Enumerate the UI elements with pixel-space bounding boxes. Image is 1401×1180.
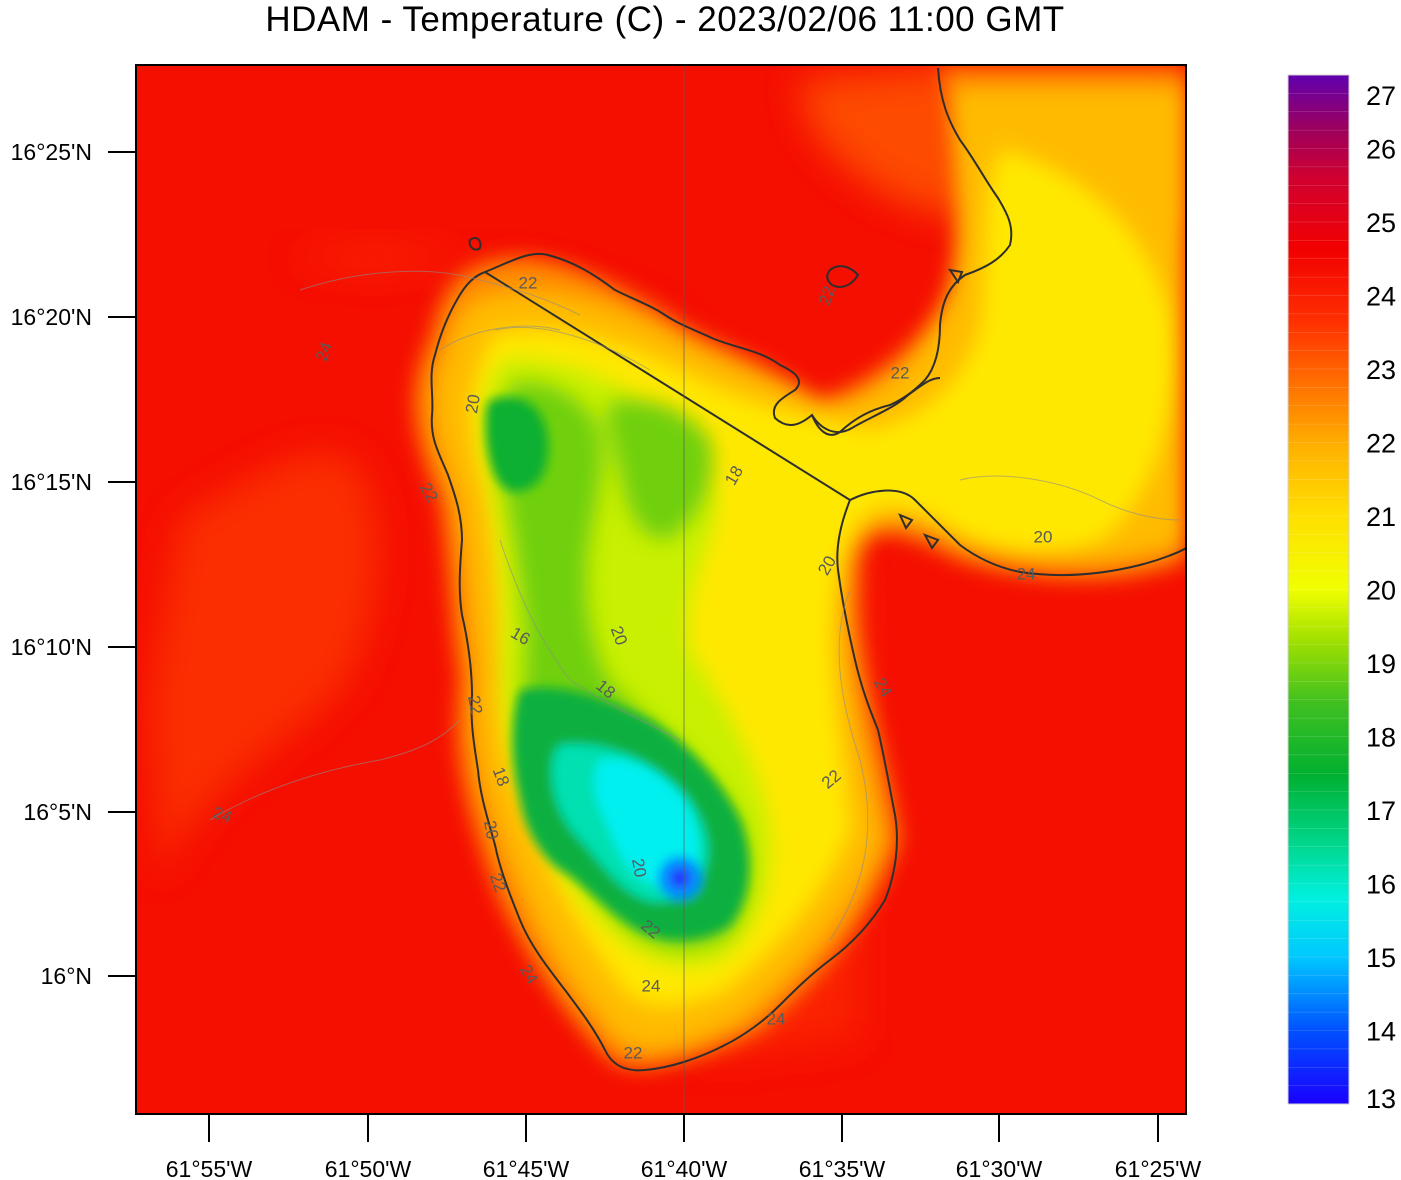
- colorbar-label: 16: [1366, 870, 1396, 900]
- contour-label: 20: [628, 857, 650, 879]
- colorbar-label: 13: [1366, 1084, 1396, 1114]
- lon-tick-label: 61°25'W: [1115, 1156, 1202, 1180]
- lon-tick-label: 61°40'W: [641, 1156, 728, 1180]
- contour-label: 22: [624, 1043, 643, 1062]
- lat-tick-label: 16°10'N: [11, 634, 92, 660]
- colorbar-label: 15: [1366, 943, 1396, 973]
- latitude-axis: 16°25'N 16°20'N 16°15'N 16°10'N 16°5'N 16°N: [11, 139, 136, 989]
- contour-label: 22: [519, 273, 538, 292]
- colorbar-label: 25: [1366, 208, 1396, 238]
- lon-tick-label: 61°50'W: [325, 1156, 412, 1180]
- colorbar-border: [1287, 74, 1350, 1105]
- lat-tick-label: 16°15'N: [11, 469, 92, 495]
- colorbar-labels: 27 26 25 24 23 22 21 20 19 18 17 16 15 14 13: [1366, 81, 1396, 1114]
- contour-label: 24: [767, 1009, 786, 1028]
- contour-label: 20: [480, 819, 502, 841]
- contour-label: 22: [891, 363, 910, 382]
- contour-label: 24: [642, 976, 661, 995]
- colorbar-bands: [1288, 93, 1349, 1086]
- temperature-field: [136, 65, 1186, 1114]
- contour-label: 24: [1017, 564, 1036, 583]
- map-title: HDAM - Temperature (C) - 2023/02/06 11:0…: [265, 0, 1065, 39]
- colorbar-label: 14: [1366, 1017, 1396, 1047]
- colorbar-label: 20: [1366, 576, 1396, 606]
- lat-tick-label: 16°20'N: [11, 304, 92, 330]
- colorbar-label: 22: [1366, 429, 1396, 459]
- colorbar-label: 17: [1366, 796, 1396, 826]
- colorbar-label: 21: [1366, 502, 1396, 532]
- lat-tick-label: 16°5'N: [23, 799, 92, 825]
- colorbar-ramp: [1288, 75, 1349, 1104]
- colorbar-label: 18: [1366, 723, 1396, 753]
- lat-tick-label: 16°N: [41, 963, 92, 989]
- lon-tick-label: 61°45'W: [483, 1156, 570, 1180]
- lon-tick-label: 61°35'W: [799, 1156, 886, 1180]
- contour-lines: [209, 270, 1181, 941]
- colorbar-label: 24: [1366, 282, 1396, 312]
- map-frame: [135, 64, 1187, 1115]
- colorbar-label: 19: [1366, 649, 1396, 679]
- colorbar: 27 26 25 24 23 22 21 20 19 18 17 16 15 14 13: [1287, 74, 1396, 1114]
- longitude-axis: 61°55'W 61°50'W 61°45'W 61°40'W 61°35'W 61°30…: [166, 1114, 1202, 1180]
- colorbar-label: 23: [1366, 355, 1396, 385]
- contour-label: 20: [1034, 527, 1053, 546]
- coastline: [430, 67, 1186, 1072]
- lat-tick-label: 16°25'N: [11, 139, 92, 165]
- colorbar-label: 27: [1366, 81, 1396, 111]
- colorbar-label: 26: [1366, 135, 1396, 165]
- contour-label: 20: [462, 393, 484, 415]
- lon-tick-label: 61°30'W: [956, 1156, 1043, 1180]
- contour-label: 22: [464, 694, 486, 716]
- lon-tick-label: 61°55'W: [166, 1156, 253, 1180]
